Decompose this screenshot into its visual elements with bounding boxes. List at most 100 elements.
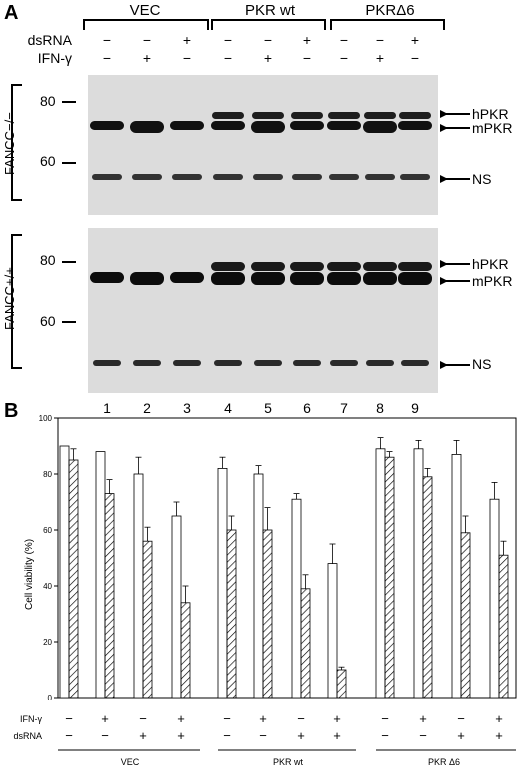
bx-group-pkr-wt: PKR wt [272, 757, 303, 767]
bx-ifn-sign: + [333, 711, 341, 726]
ifn-sign: + [375, 50, 385, 66]
bx-ifn-sign: + [101, 711, 109, 726]
bx-dsrna-sign: − [223, 728, 231, 743]
dsrna-sign: − [375, 32, 385, 48]
blot-band [211, 121, 245, 130]
dsrna-sign: − [263, 32, 273, 48]
ifn-sign: − [339, 50, 349, 66]
mw-80-top-tick [62, 101, 76, 103]
lane-number: 9 [411, 400, 419, 416]
mpkr-label-top: mPKR [472, 120, 513, 136]
group-label-pkr-wt: PKR wt [244, 2, 295, 19]
bx-group-pkr-d6: PKR Δ6 [427, 757, 461, 767]
blot-band [130, 121, 164, 133]
bx-dsrna-sign: − [259, 728, 267, 743]
group-label-vec: VEC [129, 2, 161, 19]
bx-ifn-sign: − [297, 711, 305, 726]
blot-band [170, 272, 204, 283]
blot-band [290, 272, 324, 285]
bar-hatched [422, 476, 433, 699]
bar-open [253, 473, 264, 699]
viability-chart: 0 20 40 60 80 100 [39, 414, 517, 700]
blot-band [90, 121, 124, 130]
bx-ifn-sign: + [495, 711, 503, 726]
bar-open [217, 468, 228, 699]
ifn-sign: − [302, 50, 312, 66]
bar-hatched [336, 669, 347, 699]
dsrna-sign: + [302, 32, 312, 48]
hpkr-label-bottom: hPKR [472, 256, 509, 272]
y-tick-label: 80 [43, 470, 52, 479]
mw-80-bottom-tick [62, 261, 76, 263]
blot-band [90, 272, 124, 283]
bx-dsrna-sign: + [333, 728, 341, 743]
ifn-sign: + [263, 50, 273, 66]
group-label-pkr-d6: PKRΔ6 [365, 2, 415, 19]
mw-60-bottom: 60 [40, 313, 56, 329]
blot-band [292, 174, 322, 180]
bx-dsrna-sign: − [381, 728, 389, 743]
blot-band [329, 174, 359, 180]
dsrna-sign: + [182, 32, 192, 48]
dsrna-sign: − [142, 32, 152, 48]
dsrna-sign: − [223, 32, 233, 48]
blot-band [327, 262, 361, 271]
bx-dsrna-sign: − [65, 728, 73, 743]
hpkr-label-top: hPKR [472, 106, 509, 122]
blot-band [212, 112, 244, 119]
bar-hatched [104, 493, 115, 699]
panel-b-letter: B [4, 400, 19, 422]
bx-dsrna-sign: − [101, 728, 109, 743]
mw-60-bottom-tick [62, 321, 76, 323]
bar-open [133, 473, 144, 699]
blot-band [398, 262, 432, 271]
blot-band [363, 121, 397, 133]
lane-number: 8 [376, 400, 384, 416]
bx-ifn-label: IFN-γ [20, 714, 42, 724]
blot-band [366, 360, 394, 366]
bar-hatched [68, 459, 79, 699]
blot-band [290, 121, 324, 130]
blot-band [293, 360, 321, 366]
lane-number: 7 [340, 400, 348, 416]
blot-band [290, 262, 324, 271]
y-tick-label: 40 [43, 582, 52, 591]
lane-number: 5 [264, 400, 272, 416]
dsrna-sign: − [102, 32, 112, 48]
blot-side-brackets [11, 84, 22, 369]
blot-band [213, 174, 243, 180]
y-tick-label: 60 [43, 526, 52, 535]
bx-ifn-sign: + [259, 711, 267, 726]
blot-band [172, 174, 202, 180]
bx-ifn-sign: + [419, 711, 427, 726]
dsrna-label: dsRNA [27, 32, 72, 48]
bx-ifn-sign: − [457, 711, 465, 726]
bx-dsrna-label: dsRNA [13, 731, 42, 741]
bar-open [375, 448, 386, 699]
blot-band [365, 174, 395, 180]
blot-band [173, 360, 201, 366]
y-tick-label: 100 [39, 414, 53, 423]
panel-a-letter: A [4, 2, 19, 24]
blot-band [291, 112, 323, 119]
blot-bottom-genotype-label: FANCC+/+ [2, 267, 17, 330]
plot-frame [57, 417, 517, 699]
bx-dsrna-sign: + [297, 728, 305, 743]
blot-band [214, 360, 242, 366]
lane-number: 6 [303, 400, 311, 416]
group-brackets [83, 19, 445, 30]
blot-band [251, 262, 285, 271]
blot-band [211, 262, 245, 271]
bx-dsrna-sign: + [177, 728, 185, 743]
blot-fancc-wildtype [88, 228, 438, 393]
blot-band [251, 121, 285, 133]
y-tick-label: 20 [43, 638, 52, 647]
bar-open [59, 445, 70, 699]
blot-band [327, 272, 361, 285]
lane-number: 4 [224, 400, 232, 416]
bar-hatched [262, 529, 273, 699]
blot-band [328, 112, 360, 119]
mw-80-top: 80 [40, 93, 56, 109]
blot-band [92, 174, 122, 180]
blot-top-genotype-label: FANCC−/− [2, 112, 17, 175]
